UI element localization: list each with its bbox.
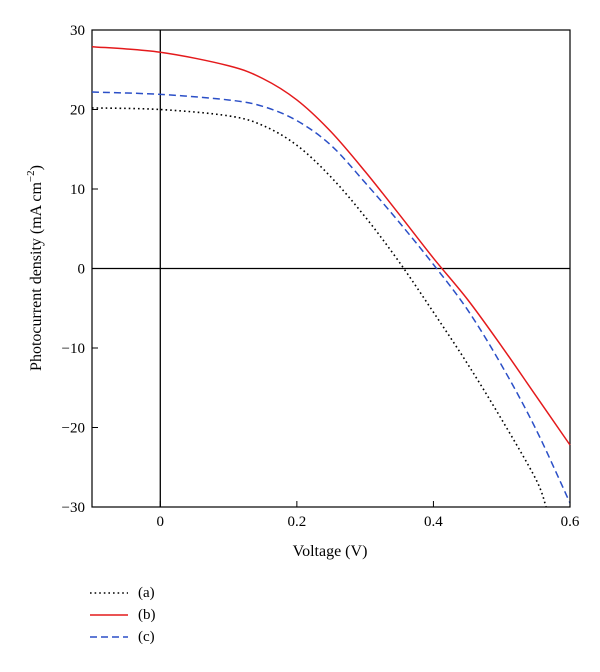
legend-item-c: (c)	[90, 626, 156, 648]
zero-lines	[92, 30, 570, 507]
y-tick-label: 30	[70, 23, 85, 39]
legend-swatch-a	[90, 592, 128, 594]
x-tick-label: 0	[157, 514, 165, 530]
y-tick-label: −20	[62, 421, 85, 437]
legend-item-a: (a)	[90, 582, 156, 604]
legend-swatch-b	[90, 614, 128, 616]
y-axis-ticks: −30 −20 −10 0 10 20 30	[62, 23, 98, 516]
x-tick-label: 0.6	[561, 514, 580, 530]
legend-label-a: (a)	[138, 584, 155, 601]
x-axis-ticks: 0 0.2 0.4 0.6	[157, 501, 580, 530]
legend-item-b: (b)	[90, 604, 156, 626]
y-tick-label: 20	[70, 103, 85, 119]
series-lines	[91, 45, 571, 508]
y-axis-label: Photocurrent density (mA cm−2)	[25, 165, 45, 371]
series-line-c	[91, 91, 571, 504]
legend: (a) (b) (c)	[90, 582, 156, 648]
y-tick-label: −10	[62, 341, 85, 357]
y-tick-label: 0	[78, 262, 86, 278]
x-tick-label: 0.2	[287, 514, 306, 530]
y-tick-label: −30	[62, 500, 85, 516]
series-line-b	[91, 45, 571, 446]
y-tick-label: 10	[70, 182, 85, 198]
x-axis-label: Voltage (V)	[293, 543, 368, 560]
legend-swatch-c	[90, 636, 128, 638]
legend-label-c: (c)	[138, 628, 155, 645]
series-line-a	[91, 107, 547, 508]
x-tick-label: 0.4	[424, 514, 443, 530]
legend-label-b: (b)	[138, 606, 156, 623]
